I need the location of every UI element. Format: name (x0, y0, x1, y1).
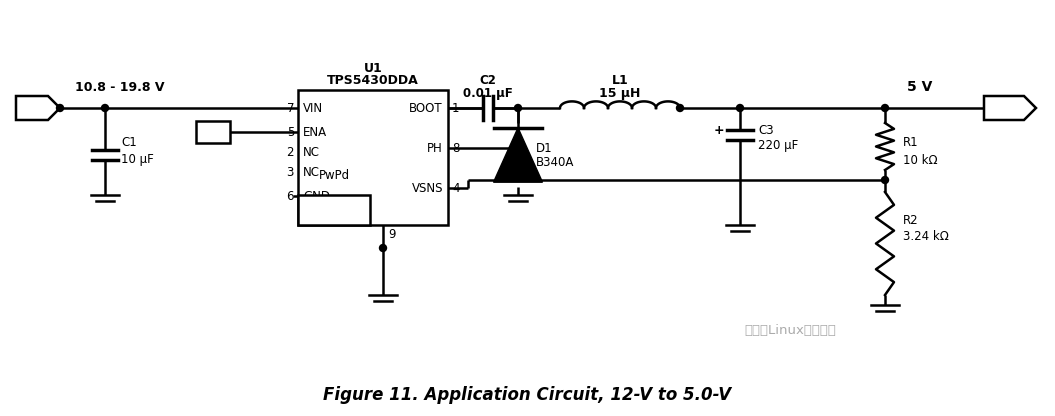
Text: PwPd: PwPd (319, 169, 349, 182)
Text: 10 μF: 10 μF (121, 154, 154, 166)
Polygon shape (494, 128, 542, 182)
Text: BOOT: BOOT (409, 102, 443, 114)
Text: PH: PH (427, 141, 443, 154)
Text: 2: 2 (287, 146, 294, 158)
Text: NC: NC (303, 166, 320, 178)
Text: 1: 1 (452, 102, 460, 114)
Text: TPS5430DDA: TPS5430DDA (327, 74, 419, 87)
Text: 6: 6 (287, 190, 294, 203)
Text: 9: 9 (388, 228, 396, 242)
Text: 3: 3 (287, 166, 294, 178)
Text: 5 V: 5 V (907, 80, 933, 94)
Text: 7: 7 (287, 102, 294, 114)
Text: 4: 4 (452, 181, 460, 195)
Text: B340A: B340A (536, 156, 574, 168)
Text: VSNS: VSNS (411, 181, 443, 195)
Text: NC: NC (303, 146, 320, 158)
Text: Figure 11. Application Circuit, 12-V to 5.0-V: Figure 11. Application Circuit, 12-V to … (323, 386, 731, 404)
Text: 5: 5 (287, 126, 294, 139)
Text: 10 kΩ: 10 kΩ (903, 154, 938, 166)
Circle shape (101, 104, 109, 111)
Text: VOUT: VOUT (989, 102, 1028, 114)
Text: 220 μF: 220 μF (757, 139, 799, 153)
Text: GND: GND (303, 190, 330, 203)
Text: EN: EN (204, 126, 223, 139)
Text: +: + (713, 124, 725, 136)
Circle shape (57, 104, 63, 111)
Text: C3: C3 (757, 124, 773, 136)
Text: 0.01 μF: 0.01 μF (463, 87, 513, 99)
Text: R2: R2 (903, 213, 919, 226)
Bar (196, 121, 230, 143)
Circle shape (676, 104, 684, 111)
Text: C2: C2 (480, 74, 497, 87)
Text: 15 μH: 15 μH (599, 87, 640, 101)
Text: L1: L1 (612, 74, 629, 87)
Text: D1: D1 (536, 141, 553, 154)
Text: 10.8 - 19.8 V: 10.8 - 19.8 V (75, 81, 165, 94)
Bar (298, 195, 370, 225)
Text: 8: 8 (452, 141, 459, 154)
Text: C1: C1 (121, 136, 137, 149)
Text: R1: R1 (903, 136, 919, 149)
Text: ENA: ENA (303, 126, 327, 139)
Polygon shape (984, 96, 1036, 120)
Text: 3.24 kΩ: 3.24 kΩ (903, 230, 948, 243)
Bar (298, 90, 448, 225)
Circle shape (882, 104, 888, 111)
Circle shape (882, 176, 888, 183)
Text: VIN: VIN (303, 102, 323, 114)
Text: 嵌入式Linux系统开发: 嵌入式Linux系统开发 (744, 324, 836, 337)
Circle shape (515, 104, 521, 111)
Text: U1: U1 (364, 62, 382, 74)
Text: VIN: VIN (24, 102, 49, 114)
Circle shape (380, 245, 386, 252)
Polygon shape (16, 96, 60, 120)
Circle shape (736, 104, 744, 111)
